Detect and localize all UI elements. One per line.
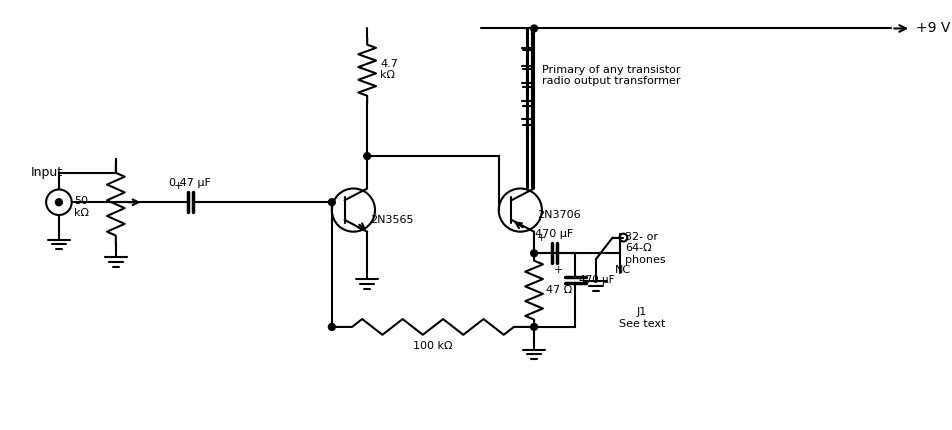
Text: 2N3706: 2N3706 <box>537 210 581 220</box>
Circle shape <box>530 250 538 257</box>
Text: 470 μF: 470 μF <box>535 229 573 239</box>
Text: NC: NC <box>615 265 631 275</box>
Circle shape <box>55 199 62 206</box>
Circle shape <box>530 25 538 32</box>
Text: 100 kΩ: 100 kΩ <box>413 341 453 351</box>
Text: Input: Input <box>31 166 63 179</box>
Text: 47 Ω: 47 Ω <box>545 285 572 295</box>
Circle shape <box>328 323 335 330</box>
Text: +: + <box>537 233 546 243</box>
Text: J1
See text: J1 See text <box>619 307 665 329</box>
Circle shape <box>328 199 335 206</box>
Text: 0.47 μF: 0.47 μF <box>169 178 210 187</box>
Text: 4.7
kΩ: 4.7 kΩ <box>380 59 398 80</box>
Circle shape <box>364 153 370 160</box>
Text: 2N3565: 2N3565 <box>370 215 413 225</box>
Text: +: + <box>174 181 184 191</box>
Text: Primary of any transistor
radio output transformer: Primary of any transistor radio output t… <box>542 65 681 86</box>
Text: 50
kΩ: 50 kΩ <box>74 197 89 218</box>
Circle shape <box>530 323 538 330</box>
Text: 32- or
64-Ω
phones: 32- or 64-Ω phones <box>625 232 666 265</box>
Text: +: + <box>554 265 564 275</box>
Text: +9 V: +9 V <box>916 22 950 35</box>
Text: 470 μF: 470 μF <box>579 275 615 285</box>
